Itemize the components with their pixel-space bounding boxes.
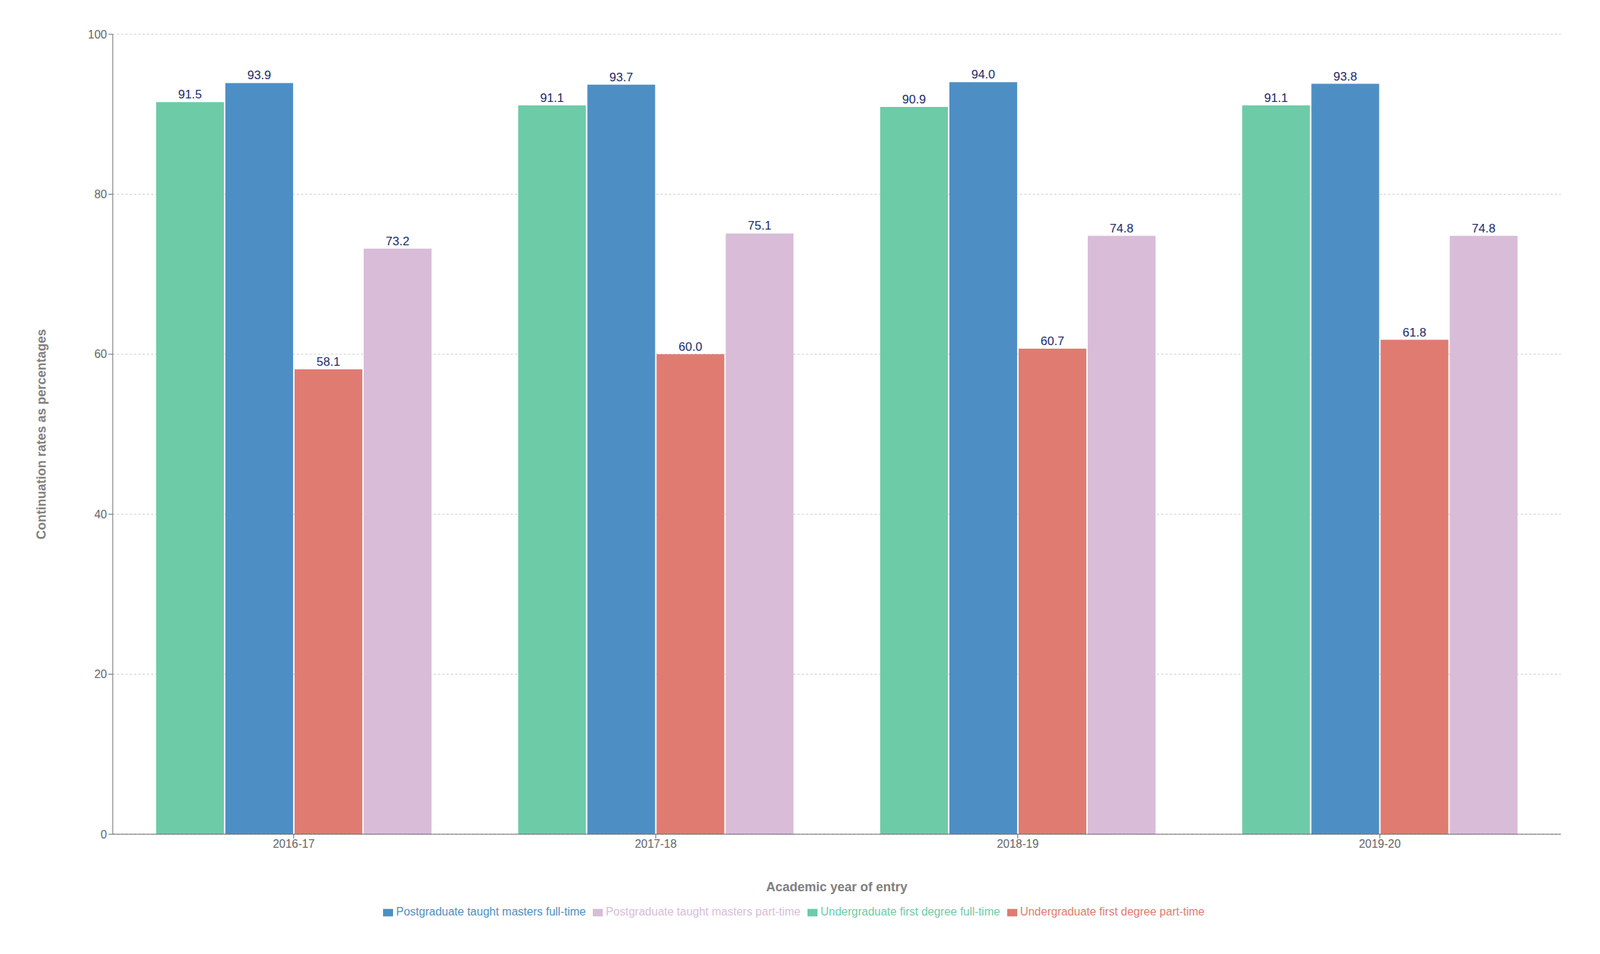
html-text:Undergraduate first degree par: Undergraduate first degree part-time xyxy=(1019,905,1205,919)
svg-text:91.5: 91.5 xyxy=(178,87,202,102)
svg-text:Continuation rates as percenta: Continuation rates as percentages xyxy=(34,328,49,540)
svg-text:0: 0 xyxy=(100,828,107,842)
svg-text:93.7: 93.7 xyxy=(609,70,633,85)
svg-text:60.7: 60.7 xyxy=(1040,334,1065,349)
svg-text:75.1: 75.1 xyxy=(747,218,772,233)
svg-text:80: 80 xyxy=(94,188,107,201)
svg-text:Academic year of entry: Academic year of entry xyxy=(766,880,908,895)
svg-text:91.1: 91.1 xyxy=(1264,91,1288,105)
svg-text:2016-17: 2016-17 xyxy=(272,838,315,851)
svg-text:58.1: 58.1 xyxy=(316,355,341,369)
svg-text:40: 40 xyxy=(94,508,107,521)
svg-text:93.9: 93.9 xyxy=(247,68,272,83)
svg-text:2017-18: 2017-18 xyxy=(634,838,677,851)
svg-text:73.2: 73.2 xyxy=(385,234,410,249)
svg-text:94.0: 94.0 xyxy=(971,67,996,82)
svg-text:20: 20 xyxy=(94,668,107,681)
svg-text:91.1: 91.1 xyxy=(539,91,564,105)
svg-text:100: 100 xyxy=(87,28,107,41)
svg-text:2018-19: 2018-19 xyxy=(996,838,1039,851)
svg-text:60: 60 xyxy=(94,348,107,361)
svg-text:90.9: 90.9 xyxy=(902,92,926,107)
svg-text:93.8: 93.8 xyxy=(1333,69,1357,84)
svg-text:74.8: 74.8 xyxy=(1109,221,1134,236)
svg-text:60.0: 60.0 xyxy=(678,340,702,354)
html-text:Postgraduate taught masters pa: Postgraduate taught masters part-time xyxy=(605,905,801,919)
svg-text:61.8: 61.8 xyxy=(1402,325,1426,340)
svg-text:2019-20: 2019-20 xyxy=(1358,838,1401,851)
svg-text:74.8: 74.8 xyxy=(1471,221,1496,236)
html-text:Undergraduate first degree ful: Undergraduate first degree full-time xyxy=(820,905,1001,919)
html-text:Postgraduate taught masters fu: Postgraduate taught masters full-time xyxy=(396,905,586,919)
